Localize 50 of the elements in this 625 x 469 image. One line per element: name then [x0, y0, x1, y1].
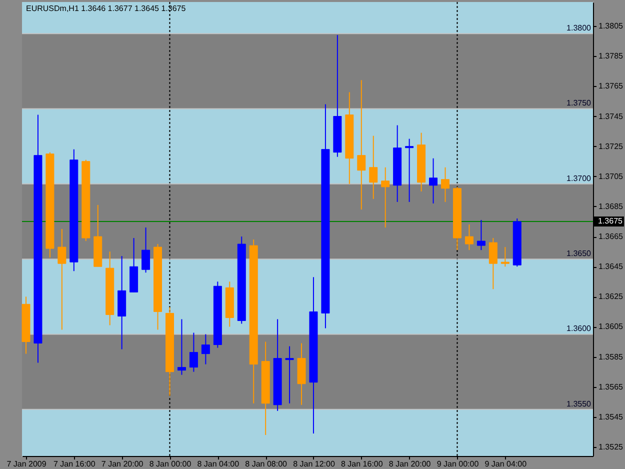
candlestick [500, 246, 510, 268]
x-tick-label: 8 Jan 00:00 [149, 460, 192, 468]
candlestick [357, 80, 366, 210]
y-tick-label: 1.3625 [598, 292, 624, 302]
candlestick [201, 334, 210, 365]
ref-line-label: 1.3650 [566, 249, 592, 258]
ref-line-label: 1.3550 [566, 399, 592, 408]
x-tick-label: 9 Jan 00:00 [436, 460, 480, 468]
chart-title: EURUSDm,H1 1.3646 1.3677 1.3645 1.3675 [26, 4, 186, 13]
y-tick-label: 1.3765 [598, 82, 624, 91]
ref-line-label: 1.3600 [566, 324, 592, 334]
candlestick [189, 332, 198, 372]
ref-line-label: 1.3700 [566, 174, 592, 183]
x-tick-label: 9 Jan 04:00 [484, 460, 528, 468]
candlestick [441, 166, 450, 202]
candlestick [177, 318, 186, 376]
candlestick [405, 138, 414, 202]
x-tick-label: 7 Jan 2009 [6, 460, 47, 468]
candlestick [429, 158, 438, 204]
ref-line-label: 1.3675 [598, 216, 624, 226]
x-tick-label: 8 Jan 20:00 [388, 460, 432, 468]
y-tick-label: 1.3805 [598, 22, 624, 31]
y-tick-label: 1.3585 [598, 352, 624, 362]
y-tick-label: 1.3545 [598, 412, 624, 422]
x-tick-label: 8 Jan 04:00 [197, 460, 240, 468]
y-tick-label: 1.3525 [598, 442, 624, 452]
candlestick [381, 166, 390, 228]
ref-line-label: 1.3750 [566, 98, 592, 108]
y-tick-label: 1.3685 [598, 202, 624, 211]
y-tick-label: 1.3725 [598, 142, 624, 151]
candlestick [476, 219, 486, 251]
ref-line-label: 1.3800 [566, 24, 592, 33]
x-tick-label: 8 Jan 08:00 [245, 460, 288, 468]
x-tick-label: 8 Jan 12:00 [293, 460, 336, 468]
y-tick-label: 1.3745 [598, 112, 624, 121]
y-tick-label: 1.3565 [598, 382, 624, 392]
candlestick [142, 226, 150, 274]
y-tick-label: 1.3605 [598, 322, 624, 332]
candlestick [58, 228, 66, 330]
x-tick-label: 7 Jan 20:00 [101, 460, 144, 468]
y-tick-label: 1.3705 [598, 172, 624, 181]
x-tick-label: 8 Jan 16:00 [341, 460, 384, 468]
y-tick-label: 1.3645 [598, 262, 624, 272]
candlestick [488, 238, 498, 290]
y-tick-label: 1.3785 [598, 52, 624, 61]
candlestick [369, 135, 378, 200]
y-tick-label: 1.3665 [598, 232, 624, 242]
candlestick [464, 224, 474, 251]
candlestick [285, 346, 294, 404]
x-tick-label: 7 Jan 16:00 [54, 460, 96, 468]
